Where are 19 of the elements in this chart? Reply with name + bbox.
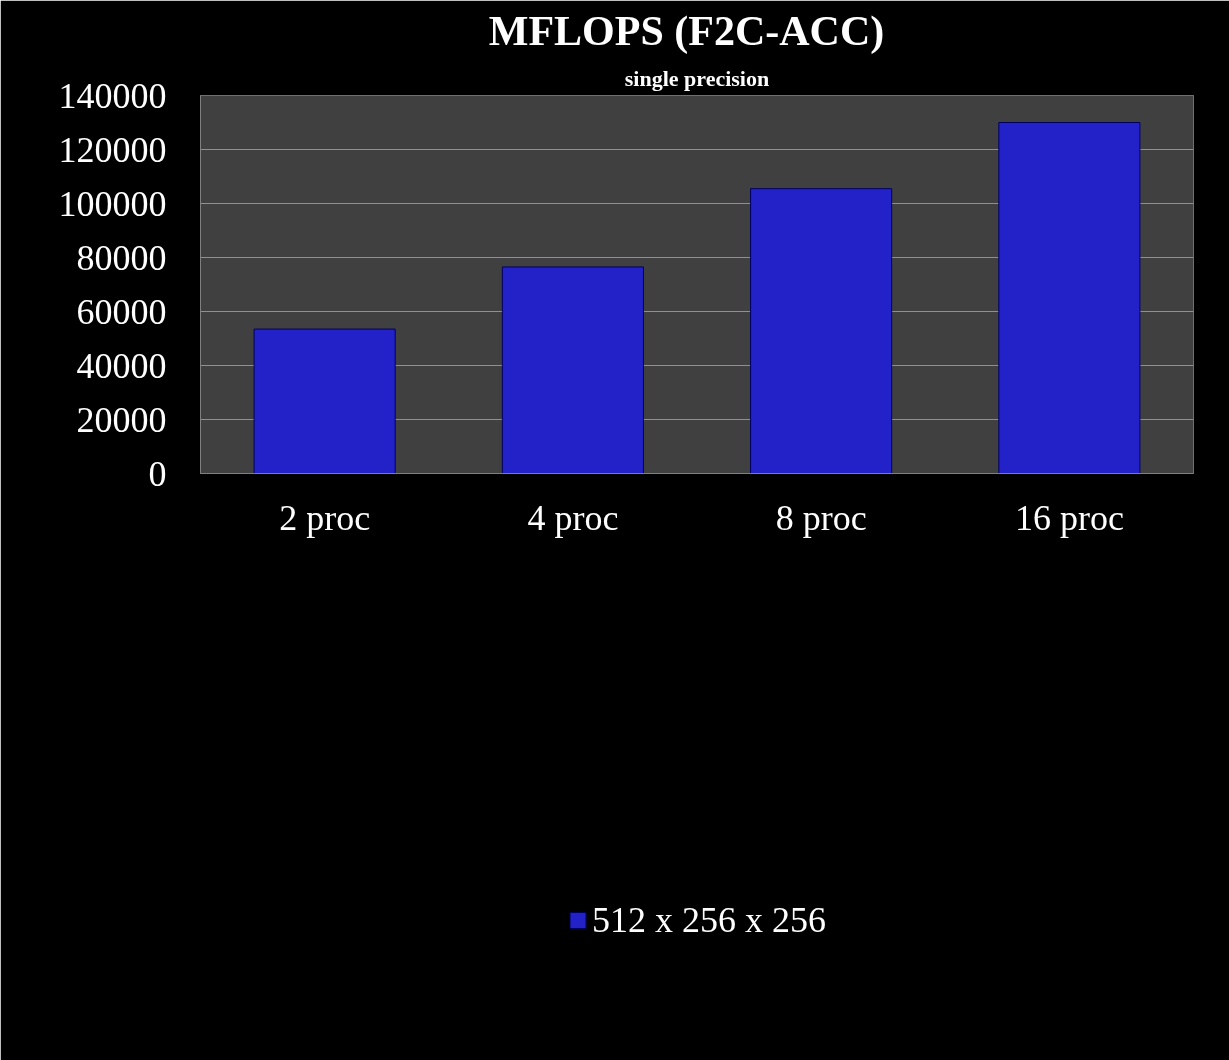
y-tick-label: 20000 <box>76 399 167 440</box>
x-tick-label: 16 proc <box>1014 497 1124 538</box>
y-tick-label: 140000 <box>58 75 167 116</box>
y-tick-label: 0 <box>148 453 167 494</box>
bar <box>501 266 644 474</box>
y-tick-label: 120000 <box>58 129 167 170</box>
y-tick-label: 80000 <box>76 237 167 278</box>
chart-title: MFLOPS (F2C-ACC) <box>488 7 885 55</box>
bar <box>750 188 893 474</box>
y-tick-label: 100000 <box>58 183 167 224</box>
chart-subtitle: single precision <box>624 65 770 91</box>
legend-label: 512 x 256 x 256 <box>592 898 826 941</box>
y-tick-label: 60000 <box>76 291 167 332</box>
bar <box>998 122 1141 474</box>
x-tick-label: 2 proc <box>279 497 371 538</box>
x-tick-label: 8 proc <box>775 497 867 538</box>
y-tick-label: 40000 <box>76 345 167 386</box>
bar <box>253 328 396 474</box>
x-tick-label: 4 proc <box>527 497 619 538</box>
